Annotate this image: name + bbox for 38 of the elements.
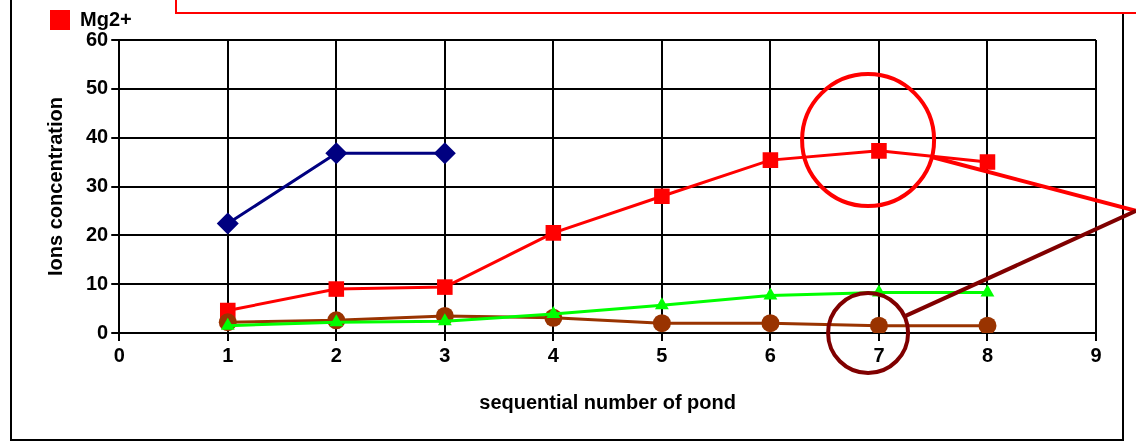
x-tick-label: 2: [330, 343, 342, 366]
x-tick-label: 9: [1090, 343, 1102, 366]
x-tick-label: 5: [656, 343, 668, 366]
point: [869, 316, 888, 333]
point: [216, 212, 239, 235]
x-axis-title: sequential number of pond: [479, 390, 736, 413]
point: [980, 284, 995, 297]
x-tick-label: 4: [547, 343, 560, 366]
y-tick-label: 50: [86, 76, 109, 99]
point: [871, 143, 887, 159]
y-tick-label: 20: [86, 222, 109, 245]
y-tick-label: 0: [97, 320, 109, 343]
x-tick-label: 6: [764, 343, 776, 366]
point: [546, 305, 561, 318]
x-tick-label: 7: [873, 343, 885, 366]
point: [979, 154, 996, 170]
point: [761, 314, 780, 333]
point: [220, 317, 235, 330]
point: [652, 314, 671, 333]
point: [437, 279, 453, 295]
y-axis-title: Ions concentration: [43, 97, 66, 276]
y-tick-label: 10: [86, 271, 109, 294]
point: [433, 142, 456, 165]
y-tick-label: 30: [86, 174, 109, 197]
y-tick-label: 40: [86, 125, 109, 148]
x-tick-label: 1: [222, 343, 234, 366]
point: [763, 287, 778, 300]
point: [654, 297, 669, 310]
point: [328, 281, 345, 297]
point: [978, 316, 997, 333]
x-tick-label: 0: [113, 343, 125, 366]
point: [762, 152, 779, 168]
point: [654, 188, 670, 205]
point: [325, 142, 348, 165]
x-tick-label: 3: [439, 343, 451, 366]
point: [437, 313, 452, 326]
point: [545, 225, 562, 241]
x-tick-label: 8: [981, 343, 994, 366]
